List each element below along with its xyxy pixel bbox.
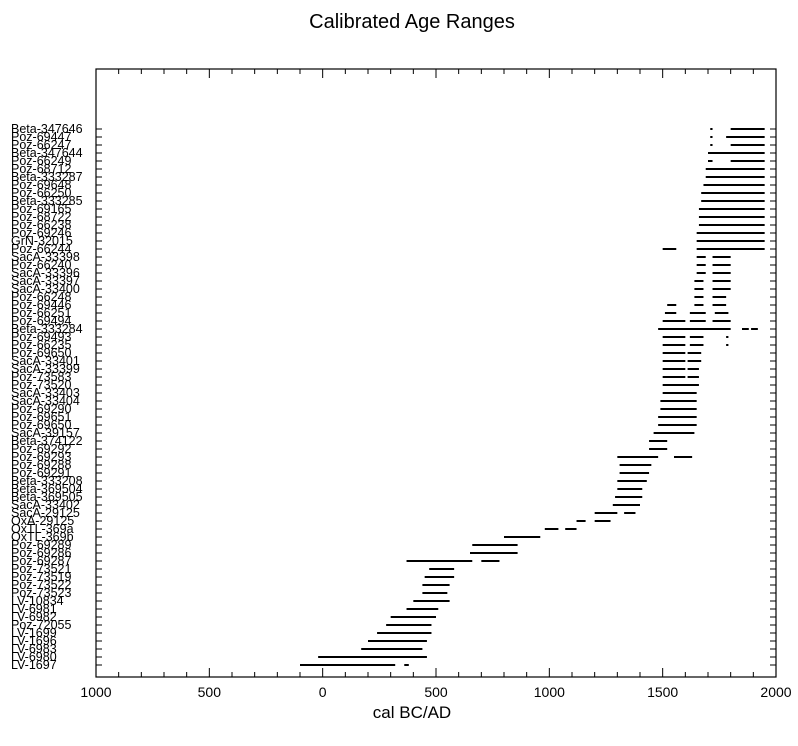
sample-label: Poz-72055 xyxy=(11,618,72,632)
sample-label: Beta-374122 xyxy=(11,434,83,448)
sample-label: LV-1697 xyxy=(11,658,57,672)
sample-label: Poz-69165 xyxy=(11,202,72,216)
sample-label: SacA-33404 xyxy=(11,394,80,408)
sample-label: Poz-69287 xyxy=(11,554,72,568)
sample-label: Poz-73523 xyxy=(11,586,72,600)
sample-label: Beta-333285 xyxy=(11,194,83,208)
sample-label: SacA-33398 xyxy=(11,250,80,264)
x-tick-label: 500 xyxy=(424,684,448,700)
sample-label: LV-6980 xyxy=(11,650,57,664)
chart-title: Calibrated Age Ranges xyxy=(309,11,515,33)
sample-label: Poz-68722 xyxy=(11,210,72,224)
x-tick-label: 1500 xyxy=(647,684,678,700)
sample-label: Poz-73522 xyxy=(11,578,72,592)
sample-label: Poz-69292 xyxy=(11,442,72,456)
sample-label: Beta-347646 xyxy=(11,122,83,136)
sample-label: Beta-347644 xyxy=(11,146,83,160)
sample-label: Poz-66248 xyxy=(11,290,72,304)
sample-label: LV-6983 xyxy=(11,642,57,656)
sample-label: Poz-66251 xyxy=(11,306,72,320)
sample-label: Poz-73521 xyxy=(11,562,72,576)
x-tick-label: 1000 xyxy=(80,684,111,700)
sample-label: SacA-33403 xyxy=(11,386,80,400)
sample-label: Poz-66235 xyxy=(11,338,72,352)
sample-label: OxA-29125 xyxy=(11,514,74,528)
sample-label: Poz-73583 xyxy=(11,370,72,384)
sample-label: Poz-69651 xyxy=(11,410,72,424)
sample-label: Poz-73520 xyxy=(11,378,72,392)
sample-label: Poz-69650 xyxy=(11,418,72,432)
sample-label: Poz-69493 xyxy=(11,330,72,344)
sample-label: LV-1699 xyxy=(11,626,57,640)
sample-label: SacA-39157 xyxy=(11,426,80,440)
sample-label: Poz-66250 xyxy=(11,186,72,200)
sample-label: Poz-69447 xyxy=(11,130,72,144)
sample-label: Poz-69246 xyxy=(11,226,72,240)
sample-label: Poz-69288 xyxy=(11,458,72,472)
sample-label: SacA-33396 xyxy=(11,266,80,280)
sample-label: Poz-66240 xyxy=(11,258,72,272)
sample-label: Poz-69650 xyxy=(11,346,72,360)
sample-label: Poz-69648 xyxy=(11,178,72,192)
sample-label: SacA-33397 xyxy=(11,274,80,288)
sample-label: Poz-73519 xyxy=(11,570,72,584)
sample-label: OxTL-369b xyxy=(11,530,74,544)
x-tick-label: 0 xyxy=(319,684,327,700)
sample-label: Poz-69289 xyxy=(11,538,72,552)
sample-label: GrN-32015 xyxy=(11,234,73,248)
sample-label: Poz-68712 xyxy=(11,162,72,176)
y-axis: Beta-347646Poz-69447Poz-66247Beta-347644… xyxy=(11,122,776,672)
x-tick-label: 2000 xyxy=(760,684,791,700)
sample-label: Poz-69291 xyxy=(11,466,72,480)
sample-label: Poz-69494 xyxy=(11,314,72,328)
sample-label: OxTL-369a xyxy=(11,522,74,536)
sample-label: SacA-29125 xyxy=(11,506,80,520)
sample-label: Poz-66247 xyxy=(11,138,72,152)
sample-label: Poz-66244 xyxy=(11,242,72,256)
sample-label: Beta-369505 xyxy=(11,490,83,504)
sample-label: Poz-66249 xyxy=(11,154,72,168)
sample-label: SacA-33399 xyxy=(11,362,80,376)
sample-label: SacA-33402 xyxy=(11,498,80,512)
age-range-bars xyxy=(300,128,765,666)
sample-label: Poz-69293 xyxy=(11,450,72,464)
sample-label: Beta-333208 xyxy=(11,474,83,488)
sample-label: Poz-66238 xyxy=(11,218,72,232)
sample-label: Poz-69286 xyxy=(11,546,72,560)
x-tick-label: 1000 xyxy=(534,684,565,700)
sample-label: Poz-69446 xyxy=(11,298,72,312)
sample-label: SacA-33401 xyxy=(11,354,80,368)
sample-label: LV-10834 xyxy=(11,594,64,608)
x-axis: 1000 500 0 500 1000 1500 2000 xyxy=(80,69,792,700)
x-axis-label: cal BC/AD xyxy=(373,703,451,722)
sample-label: Poz-69290 xyxy=(11,402,72,416)
sample-label: LV-6981 xyxy=(11,602,57,616)
sample-label: LV-1696 xyxy=(11,634,57,648)
sample-label: LV-6982 xyxy=(11,610,57,624)
sample-label: Beta-333284 xyxy=(11,322,83,336)
sample-label: SacA-33400 xyxy=(11,282,80,296)
x-tick-label: 500 xyxy=(198,684,222,700)
sample-label: Beta-333287 xyxy=(11,170,83,184)
sample-label: Beta-369504 xyxy=(11,482,83,496)
